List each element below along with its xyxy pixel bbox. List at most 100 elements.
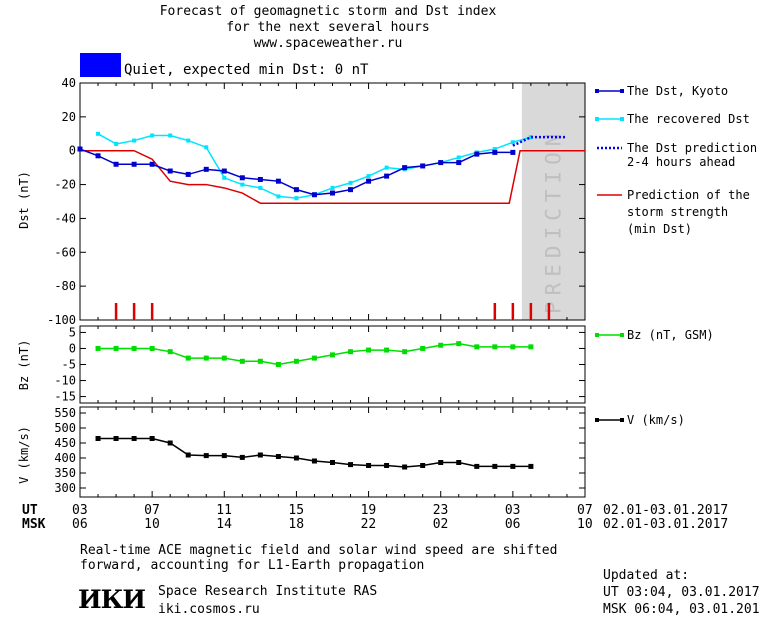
y-tick-label: -15	[54, 390, 76, 404]
kyoto-dst-point	[402, 165, 408, 171]
y-tick-label: 550	[54, 406, 76, 420]
site-url[interactable]: www.spaceweather.ru	[253, 36, 403, 51]
y-tick-label: 500	[54, 421, 76, 435]
bz-point	[311, 355, 317, 361]
bz-point	[510, 344, 516, 350]
recovered-dst-point	[528, 135, 533, 140]
recovered-dst-point	[510, 140, 515, 145]
status-text: Quiet, expected min Dst: 0 nT	[124, 62, 369, 78]
y-axis-label: V (km/s)	[17, 426, 31, 484]
v-point	[330, 460, 335, 465]
ut-axis-label: UT	[22, 503, 38, 518]
bz-point	[275, 362, 281, 367]
msk-tick-label: 22	[360, 517, 377, 532]
recovered-dst-point	[168, 133, 173, 138]
msk-tick-label: 10	[577, 517, 593, 532]
legend-prediction-label-1: The Dst prediction	[627, 141, 757, 155]
kyoto-dst-point	[113, 161, 119, 167]
ut-tick-label: 15	[288, 503, 305, 518]
iki-logo: ИКИ	[78, 585, 146, 614]
recovered-dst-point	[150, 133, 155, 138]
ut-tick-label: 07	[577, 503, 593, 518]
bz-point	[402, 349, 408, 355]
recovered-dst-point	[348, 180, 353, 185]
ut-tick-label: 03	[72, 503, 88, 518]
msk-tick-label: 14	[216, 517, 232, 532]
v-point	[167, 440, 173, 446]
recovered-legend-marker	[595, 117, 599, 121]
kyoto-dst-point	[95, 153, 101, 159]
kyoto-dst-point	[131, 161, 137, 167]
y-tick-label: -40	[54, 211, 76, 225]
v-point	[131, 436, 137, 441]
kyoto-dst-point	[149, 161, 155, 167]
v-point	[221, 453, 227, 459]
msk-tick-label: 10	[144, 517, 160, 532]
kyoto-dst-point	[438, 160, 444, 166]
v-point	[311, 458, 317, 464]
kyoto-dst-point	[167, 168, 173, 174]
kyoto-dst-point	[330, 190, 335, 196]
y-tick-label: 20	[62, 110, 76, 124]
kyoto-legend-marker	[595, 89, 599, 93]
y-axis-label: Bz (nT)	[17, 340, 31, 391]
bz-legend-marker	[620, 333, 624, 337]
recovered-dst-point	[366, 174, 371, 179]
prediction-band	[521, 83, 585, 320]
footer-note-line2: forward, accounting for L1-Earth propaga…	[80, 558, 425, 573]
legend-storm-label-2: storm strength	[627, 205, 728, 219]
recovered-dst-point	[186, 138, 191, 143]
recovered-dst-point	[222, 175, 227, 180]
bz-point	[293, 358, 299, 364]
msk-date-range: 02.01-03.01.2017	[603, 517, 729, 532]
legend-v-label: V (km/s)	[627, 413, 685, 427]
msk-tick-label: 06	[72, 517, 88, 532]
legend-bz-label: Bz (nT, GSM)	[627, 328, 714, 342]
recovered-legend-marker	[620, 117, 624, 121]
v-point	[95, 436, 101, 441]
kyoto-dst-point	[257, 176, 263, 182]
institute-name: Space Research Institute RAS	[158, 584, 378, 599]
v-point	[239, 454, 245, 460]
bz-panel: 5 0 -5 -10 -15 Bz (nT)	[17, 325, 586, 404]
v-point	[402, 464, 408, 470]
v-point	[510, 463, 516, 469]
chart-title-line2: for the next several hours	[226, 20, 430, 35]
recovered-dst-point	[204, 145, 209, 150]
bz-point	[456, 341, 462, 347]
bz-point	[528, 344, 534, 350]
y-tick-label: 350	[54, 466, 76, 480]
recovered-dst-point	[258, 185, 263, 190]
y-tick-label: 400	[54, 451, 76, 465]
legend: The Dst, Kyoto The recovered Dst The Dst p…	[595, 84, 757, 427]
bz-point	[239, 358, 245, 364]
recovered-dst-line	[97, 133, 532, 199]
kyoto-dst-point	[77, 146, 83, 152]
msk-tick-label: 02	[432, 517, 449, 532]
bz-point	[203, 355, 209, 361]
v-point	[113, 436, 119, 441]
kyoto-dst-point	[492, 149, 498, 155]
v-point	[185, 452, 191, 458]
institute-url[interactable]: iki.cosmos.ru	[158, 602, 260, 617]
kyoto-legend-marker	[620, 89, 624, 93]
v-legend-marker	[620, 418, 624, 422]
recovered-dst-point	[456, 155, 461, 160]
bz-point	[113, 345, 119, 351]
v-point	[474, 463, 480, 469]
legend-storm-label-3: (min Dst)	[627, 222, 692, 236]
kyoto-dst-point	[456, 160, 462, 166]
v-point	[257, 452, 263, 458]
v-legend-marker	[595, 418, 599, 422]
kyoto-dst-point	[185, 171, 191, 177]
v-point	[149, 436, 155, 441]
storm-strength-line	[80, 149, 585, 204]
updated-ut: UT 03:04, 03.01.2017	[603, 585, 760, 600]
plot-frame	[79, 325, 586, 404]
bz-point	[492, 344, 498, 350]
y-tick-label: -80	[54, 279, 76, 293]
bz-point	[438, 342, 444, 348]
kyoto-dst-point	[474, 151, 480, 157]
y-tick-label: -5	[62, 358, 76, 372]
v-point	[275, 454, 281, 459]
